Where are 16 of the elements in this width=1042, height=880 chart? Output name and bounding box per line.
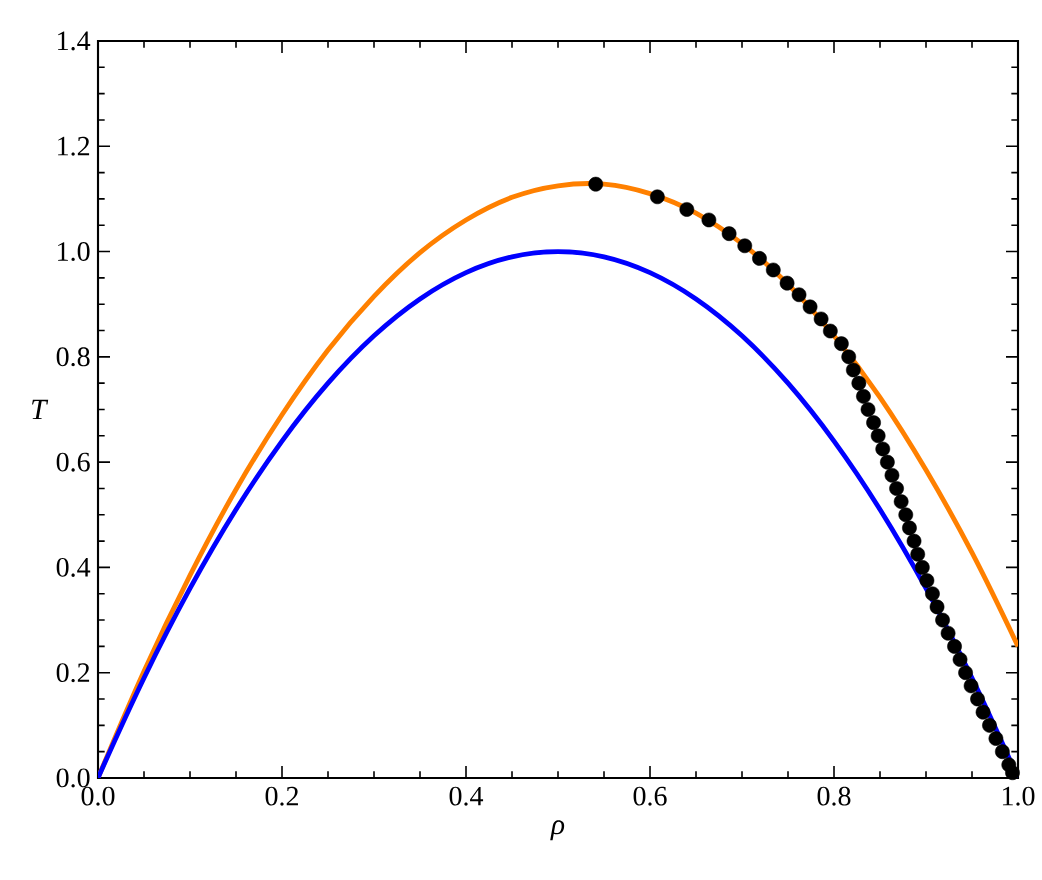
x-tick-label: 1.0 [1002,786,1035,806]
x-tick-label: 0.2 [265,786,298,806]
y-axis-title: T [32,399,49,420]
y-tick-label: 0.2 [56,663,90,683]
x-axis-title: ρ [550,820,565,841]
y-tick-label: 0.8 [56,347,90,367]
x-tick-label: 0.6 [633,786,667,806]
y-tick-label: 1.0 [58,242,90,262]
y-tick-label: 0.4 [56,557,91,577]
y-tick-label: 1.4 [58,31,91,51]
y-tick-label: 0.0 [56,768,90,788]
y-tick-label: 1.2 [58,136,90,156]
x-tick-label: 0.0 [81,786,115,806]
x-tick-label: 0.4 [449,786,484,806]
x-tick-label: 0.8 [817,786,851,806]
y-tick-label: 0.6 [56,452,90,472]
